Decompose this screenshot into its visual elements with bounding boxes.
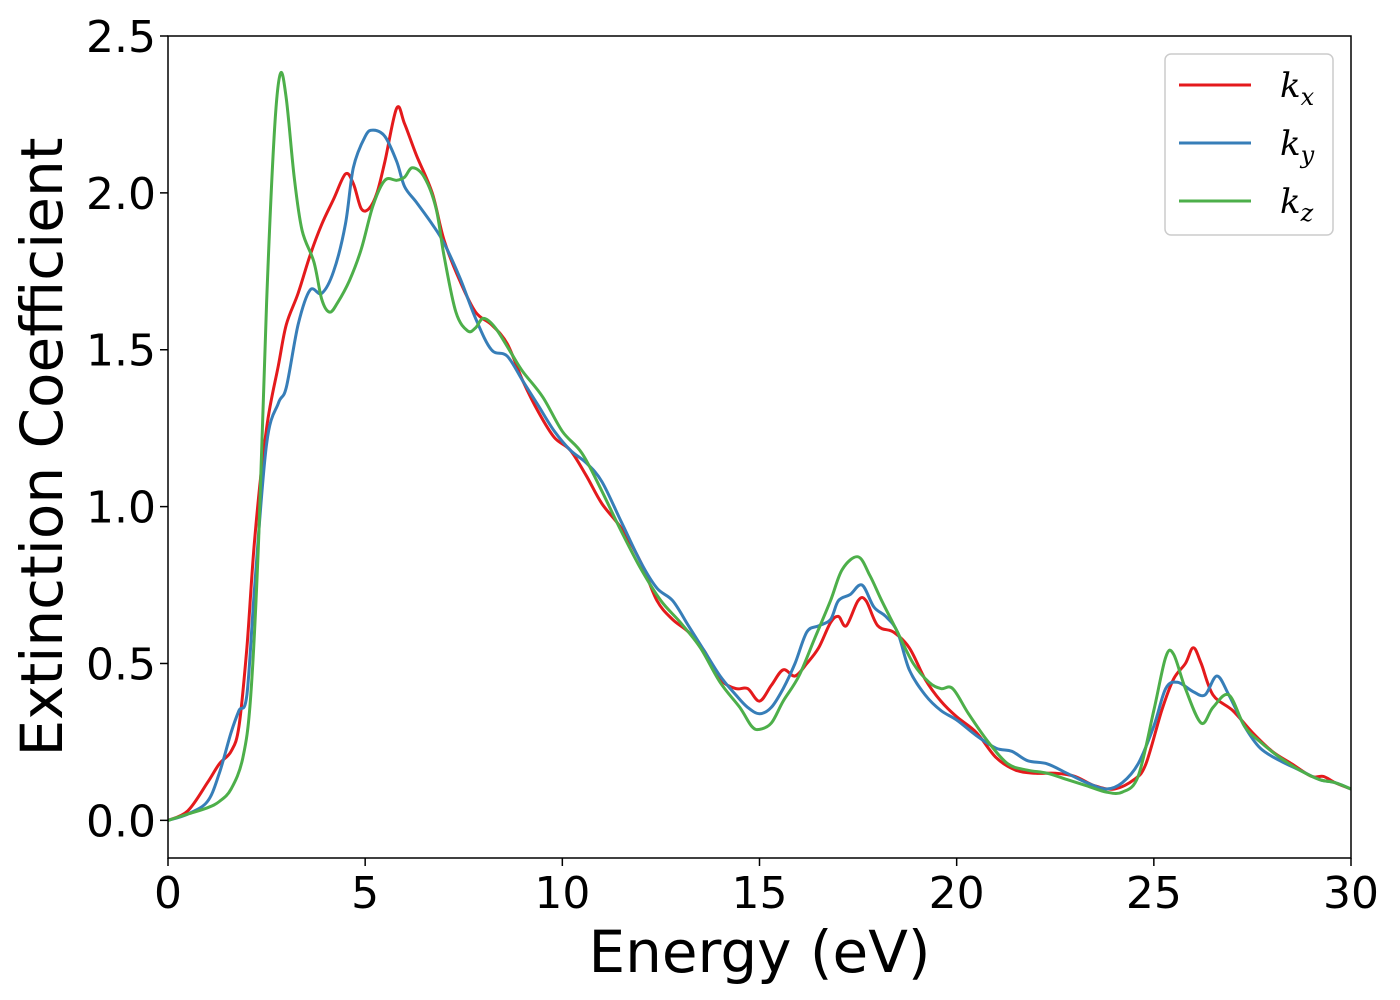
y-axis-ticks: 0.0 0.5 1.0 1.5 2.0 2.5 bbox=[86, 12, 168, 847]
legend-symbol: k bbox=[1280, 124, 1301, 164]
x-tick-label: 15 bbox=[732, 868, 788, 919]
series-line-ky bbox=[168, 128, 1351, 822]
x-axis-label: Energy (eV) bbox=[588, 918, 930, 986]
y-tick-label: 0.0 bbox=[86, 796, 156, 847]
x-axis-ticks: 0 5 10 15 20 25 30 bbox=[154, 858, 1379, 919]
y-tick-label: 0.5 bbox=[86, 639, 156, 690]
legend-subscript: x bbox=[1301, 83, 1315, 111]
x-tick-label: 0 bbox=[154, 868, 182, 919]
series-line-kz bbox=[168, 70, 1351, 822]
series-line-kx bbox=[168, 105, 1351, 822]
x-tick-label: 20 bbox=[929, 868, 985, 919]
series-lines bbox=[168, 70, 1351, 822]
legend-subscript: z bbox=[1300, 199, 1314, 227]
legend-subscript: y bbox=[1300, 141, 1315, 169]
legend-label-ky: ky bbox=[1280, 124, 1315, 169]
legend-symbol: k bbox=[1280, 66, 1301, 106]
x-tick-label: 25 bbox=[1126, 868, 1182, 919]
x-tick-label: 10 bbox=[534, 868, 590, 919]
y-tick-label: 2.0 bbox=[86, 169, 156, 220]
y-tick-label: 2.5 bbox=[86, 12, 156, 63]
legend-label-kx: kx bbox=[1280, 66, 1315, 111]
legend-label-kz: kz bbox=[1280, 182, 1314, 227]
x-tick-label: 30 bbox=[1323, 868, 1379, 919]
y-tick-label: 1.0 bbox=[86, 483, 156, 534]
x-tick-label: 5 bbox=[351, 868, 379, 919]
legend-symbol: k bbox=[1280, 182, 1301, 222]
y-axis-label: Extinction Coefficient bbox=[8, 138, 76, 757]
y-tick-label: 1.5 bbox=[86, 326, 156, 377]
